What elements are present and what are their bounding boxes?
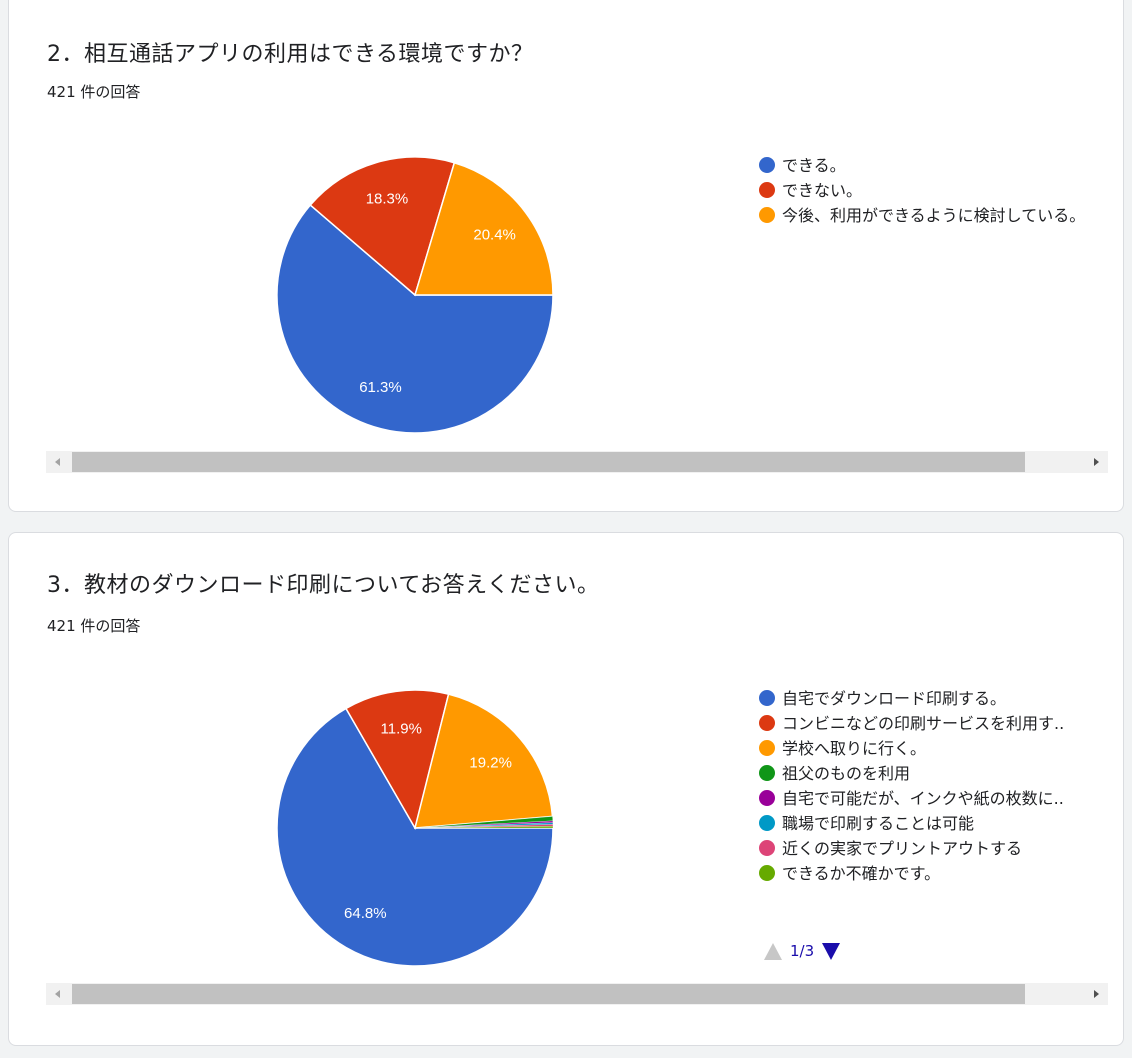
legend-pager: 1/3 [764,942,841,960]
legend-label: 自宅でダウンロード印刷する。 [782,689,1007,708]
legend-item[interactable]: 職場で印刷することは可能 [759,813,1115,834]
legend-dot-icon [759,740,775,756]
pie-slice-1[interactable] [309,156,456,297]
horizontal-scrollbar[interactable] [46,451,1108,473]
slice-label-1: 18.3% [366,191,409,208]
pie-slice-2[interactable] [413,161,554,296]
legend-item[interactable]: 学校へ取りに行く。 [759,738,1115,759]
legend-dot-icon [759,157,775,173]
scroll-thumb[interactable] [72,984,1025,1004]
pie-slice-0[interactable] [276,203,554,434]
legend-dot-icon [759,690,775,706]
legend-item[interactable]: 近くの実家でプリントアウトする [759,838,1115,859]
chart-legend: できる。できない。今後、利用ができるように検討している。 [759,155,1115,230]
legend-dot-icon [759,765,775,781]
pie-chart: 61.3% 18.3% 20.4% [276,156,554,434]
question-title: 3．教材のダウンロード印刷についてお答えください。 [47,573,600,598]
pie-chart: 64.8% 11.9% 19.2% [276,689,554,967]
legend-item[interactable]: 今後、利用ができるように検討している。 [759,205,1115,226]
slice-label-2: 19.2% [469,755,512,772]
scroll-thumb[interactable] [72,452,1025,472]
legend-item[interactable]: できるか不確かです。 [759,863,1115,884]
horizontal-scrollbar[interactable] [46,983,1108,1005]
pager-text: 1/3 [790,942,815,960]
legend-dot-icon [759,840,775,856]
question-title: 2．相互通話アプリの利用はできる環境ですか？ [47,42,534,67]
legend-label: コンビニなどの印刷サービスを利用す.. [782,714,1065,733]
legend-label: 自宅で可能だが、インクや紙の枚数に.. [782,789,1064,808]
pie-slice-7[interactable] [414,826,554,829]
pie-slice-2[interactable] [414,693,554,829]
legend-dot-icon [759,790,775,806]
legend-label: 今後、利用ができるように検討している。 [782,206,1086,225]
chart-legend: 自宅でダウンロード印刷する。コンビニなどの印刷サービスを利用す.. 学校へ取りに行… [759,688,1115,888]
slice-label-0: 64.8% [344,905,387,922]
question-card-2: 2．相互通話アプリの利用はできる環境ですか？ 421 件の回答 61.3% 18.… [8,0,1124,512]
slice-label-2: 20.4% [473,227,516,244]
scroll-right-arrow-icon[interactable] [1094,990,1099,998]
legend-item[interactable]: コンビニなどの印刷サービスを利用す.. [759,713,1115,734]
pager-next-icon[interactable] [822,942,841,960]
response-count: 421 件の回答 [47,617,141,635]
legend-label: できない。 [782,181,863,200]
legend-item[interactable]: できる。 [759,155,1115,176]
legend-item[interactable]: 祖父のものを利用 [759,763,1115,784]
legend-label: できるか不確かです。 [782,864,941,883]
slice-label-1: 11.9% [381,721,422,738]
legend-dot-icon [759,865,775,881]
legend-label: できる。 [782,156,846,175]
legend-item[interactable]: 自宅でダウンロード印刷する。 [759,688,1115,709]
scroll-left-arrow-icon[interactable] [55,458,60,466]
slice-label-0: 61.3% [359,379,402,396]
legend-item[interactable]: できない。 [759,180,1115,201]
legend-label: 祖父のものを利用 [782,764,911,783]
legend-dot-icon [759,815,775,831]
legend-label: 職場で印刷することは可能 [782,814,975,833]
legend-dot-icon [759,715,775,731]
pager-previous-icon [764,942,782,960]
pie-slice-0[interactable] [276,707,554,967]
scroll-right-arrow-icon[interactable] [1094,458,1099,466]
legend-label: 学校へ取りに行く。 [782,739,927,758]
legend-item[interactable]: 自宅で可能だが、インクや紙の枚数に.. [759,788,1115,809]
question-card-3: 3．教材のダウンロード印刷についてお答えください。 421 件の回答 64.8%… [8,532,1124,1046]
response-count: 421 件の回答 [47,83,141,101]
scroll-left-arrow-icon[interactable] [55,990,60,998]
legend-dot-icon [759,207,775,223]
legend-label: 近くの実家でプリントアウトする [782,839,1023,858]
legend-dot-icon [759,182,775,198]
